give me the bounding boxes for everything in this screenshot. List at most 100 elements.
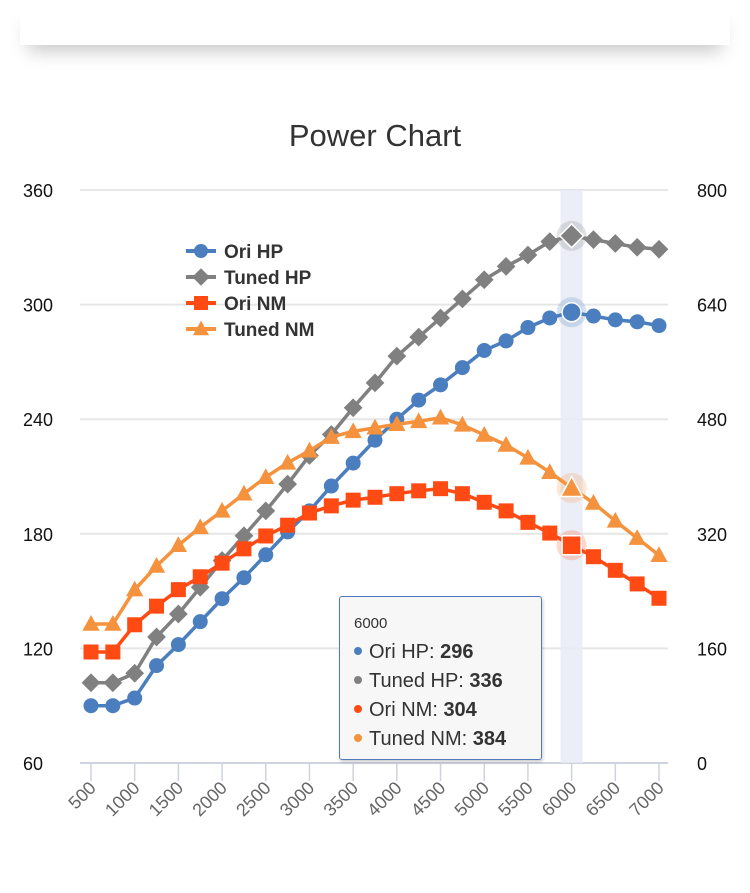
tooltip-value: 384 (472, 728, 507, 750)
legend-item-tuned-nm[interactable]: Tuned NM (186, 320, 314, 341)
tooltip-label: Tuned NM: (369, 728, 473, 750)
legend-item-tuned-hp[interactable]: Tuned HP (186, 268, 312, 289)
x-tick-label: 3500 (320, 778, 362, 820)
data-point (169, 536, 188, 553)
data-point (83, 644, 99, 660)
tooltip-value: 336 (469, 670, 503, 692)
x-tick-label: 2000 (188, 778, 230, 820)
y-right-tick-label: 320 (697, 525, 727, 545)
tooltip-label: Ori HP: (369, 641, 441, 663)
legend-diamond-icon (192, 268, 210, 286)
data-point (540, 232, 560, 251)
data-point (431, 308, 450, 328)
data-point (411, 483, 427, 499)
data-point (345, 492, 361, 508)
data-point (474, 270, 494, 290)
y-left-tick-label: 120 (23, 639, 53, 659)
x-tick-label: 6000 (538, 778, 580, 820)
legend-item-ori-hp[interactable]: Ori HP (186, 242, 283, 263)
data-point (147, 557, 166, 573)
data-point (322, 428, 340, 444)
data-point (496, 257, 516, 276)
data-point (127, 617, 143, 633)
data-point (82, 615, 100, 631)
x-tick-label: 1500 (145, 778, 187, 820)
data-point (214, 555, 230, 571)
data-point (366, 418, 384, 435)
data-point (149, 658, 165, 674)
data-point (257, 468, 275, 484)
tuned-nm-dot-icon (354, 733, 362, 742)
legend[interactable]: Ori HP Tuned HP Ori NM Tuned NM (186, 242, 314, 341)
data-point (125, 663, 145, 683)
legend-label: Tuned HP (224, 268, 312, 289)
data-point (256, 501, 276, 521)
data-point (258, 547, 274, 563)
data-point (83, 698, 99, 714)
y-left-tick-label: 240 (23, 410, 53, 430)
data-point (343, 398, 363, 418)
x-tick-label: 5000 (451, 778, 493, 820)
data-point (607, 562, 623, 578)
tooltip-row-tuned-hp: Tuned HP: 336 (354, 667, 541, 696)
data-point (389, 486, 405, 502)
data-point (103, 673, 123, 693)
legend-square-icon (194, 296, 208, 310)
x-tick-label: 5500 (494, 778, 536, 820)
tooltip-row-tuned-nm: Tuned NM: 384 (354, 725, 541, 754)
data-point (627, 237, 647, 257)
y-right-tick-label: 480 (697, 410, 727, 430)
data-point (236, 541, 252, 557)
data-point (192, 614, 208, 630)
tooltip-header: 6000 (354, 615, 388, 632)
tooltip-value: 304 (443, 699, 477, 721)
data-point (497, 435, 515, 452)
legend-item-ori-nm[interactable]: Ori NM (186, 294, 286, 315)
data-point (367, 432, 383, 448)
data-point (191, 518, 209, 535)
data-point-highlighted (561, 535, 582, 556)
data-point (213, 501, 231, 518)
data-point (344, 422, 362, 439)
tooltip-row-ori-nm: Ori NM: 304 (354, 696, 541, 725)
data-point (105, 644, 121, 660)
data-point (278, 453, 297, 470)
x-tick-label: 7000 (625, 778, 667, 820)
data-point-highlighted (559, 474, 584, 498)
data-point (192, 569, 208, 585)
x-tick-label: 1000 (101, 778, 143, 820)
y-left-tick-label: 60 (23, 754, 43, 774)
ori-hp-dot-icon (354, 646, 362, 655)
data-point (149, 598, 165, 614)
data-point (409, 327, 429, 347)
x-tick-label: 4000 (363, 778, 405, 820)
data-point (278, 474, 297, 494)
data-point (585, 308, 601, 324)
data-point (345, 455, 361, 471)
data-point (126, 580, 144, 597)
data-point-highlighted (561, 301, 582, 323)
data-point (433, 377, 449, 393)
data-point (629, 314, 645, 330)
series-tuned-nm (82, 408, 668, 631)
data-point (81, 673, 101, 693)
data-point (605, 234, 625, 253)
data-point (105, 698, 121, 714)
y-right-tick-label: 160 (697, 639, 727, 659)
data-point (475, 425, 493, 442)
data-point (649, 239, 669, 259)
data-point (519, 448, 537, 465)
data-point (323, 478, 339, 494)
y-left-tick-label: 300 (23, 296, 53, 316)
data-point (585, 549, 601, 565)
x-tick-label: 3000 (276, 778, 318, 820)
data-point (431, 408, 450, 425)
data-point (454, 486, 470, 502)
data-point (410, 412, 428, 429)
data-point (520, 514, 536, 530)
data-point (542, 525, 558, 541)
tooltip-label: Tuned HP: (369, 670, 470, 692)
data-point (584, 494, 603, 510)
data-point (606, 511, 624, 528)
